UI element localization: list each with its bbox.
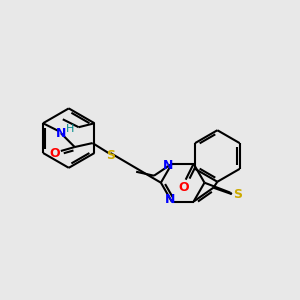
Text: N: N: [56, 127, 66, 140]
Text: N: N: [165, 193, 175, 206]
Text: S: S: [106, 149, 115, 162]
Text: O: O: [178, 181, 189, 194]
Text: O: O: [50, 148, 60, 160]
Text: S: S: [233, 188, 242, 201]
Text: N: N: [163, 159, 173, 172]
Text: H: H: [66, 124, 74, 134]
